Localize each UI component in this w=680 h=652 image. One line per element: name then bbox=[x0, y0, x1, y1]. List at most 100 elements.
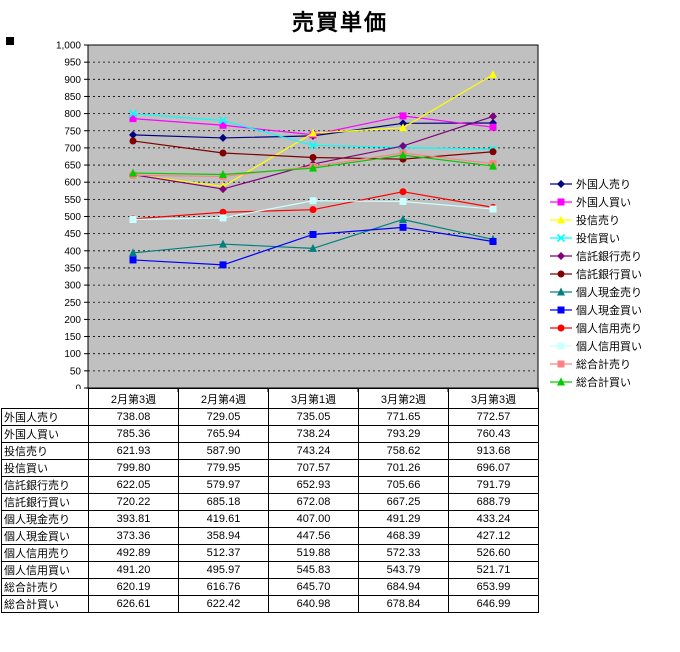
y-axis-label: 650 bbox=[64, 161, 81, 172]
diamond-marker-icon bbox=[219, 185, 227, 194]
diamond-marker-icon bbox=[557, 180, 565, 188]
legend-swatch-icon bbox=[550, 324, 572, 332]
x-marker-icon bbox=[556, 233, 566, 243]
table-cell: 771.65 bbox=[358, 408, 449, 426]
table-category-header: 2月第4週 bbox=[178, 388, 269, 409]
table-row-8: 個人信用売り 492.89 512.37 519.88 572.33 526.60 bbox=[1, 544, 539, 562]
table-row-label: 投信買い bbox=[1, 459, 89, 477]
table-cell: 701.26 bbox=[358, 459, 449, 477]
table-cell: 688.79 bbox=[448, 493, 539, 511]
table-cell: 791.79 bbox=[448, 476, 539, 494]
legend-label: 個人信用買い bbox=[576, 341, 642, 353]
table-cell: 684.94 bbox=[358, 578, 449, 596]
table-cell: 526.60 bbox=[448, 544, 539, 562]
table-category-header: 3月第2週 bbox=[358, 388, 449, 409]
y-axis-label: 600 bbox=[64, 178, 81, 189]
table-row-label: 信託銀行売り bbox=[1, 476, 89, 494]
legend-item-3: 投信買い bbox=[550, 229, 642, 247]
table-cell: 447.56 bbox=[268, 527, 359, 545]
table-row-label: 外国人売り bbox=[1, 408, 89, 426]
y-axis-label: 950 bbox=[64, 58, 81, 69]
legend-swatch-icon bbox=[550, 198, 572, 206]
table-cell: 622.05 bbox=[88, 476, 179, 494]
table-cell: 707.57 bbox=[268, 459, 359, 477]
y-axis-label: 850 bbox=[64, 92, 81, 103]
table-category-header: 2月第3週 bbox=[88, 388, 179, 409]
table-cell: 729.05 bbox=[178, 408, 269, 426]
y-axis-label: 750 bbox=[64, 126, 81, 137]
square-marker-icon bbox=[309, 197, 317, 205]
table-header-row: 2月第3週 2月第4週 3月第1週 3月第2週 3月第3週 bbox=[1, 388, 539, 409]
square-marker-icon bbox=[489, 205, 497, 213]
table-cell: 652.93 bbox=[268, 476, 359, 494]
legend-item-4: 信託銀行売り bbox=[550, 247, 642, 265]
table-cell: 427.12 bbox=[448, 527, 539, 545]
table-row-5: 信託銀行買い 720.22 685.18 672.08 667.25 688.79 bbox=[1, 493, 539, 511]
legend-swatch-icon bbox=[550, 287, 572, 296]
legend-label: 投信買い bbox=[576, 233, 620, 245]
circle-marker-icon bbox=[309, 153, 317, 161]
table-row-label: 個人信用買い bbox=[1, 561, 89, 579]
y-axis-label: 300 bbox=[64, 281, 81, 292]
legend-swatch-icon bbox=[550, 180, 572, 188]
table-cell: 521.71 bbox=[448, 561, 539, 579]
table-row-label: 個人信用売り bbox=[1, 544, 89, 562]
table-cell: 621.93 bbox=[88, 442, 179, 460]
table-cell: 738.08 bbox=[88, 408, 179, 426]
diamond-marker-icon bbox=[129, 130, 137, 139]
diamond-marker-icon bbox=[219, 133, 227, 142]
table-cell: 512.37 bbox=[178, 544, 269, 562]
table-cell: 358.94 bbox=[178, 527, 269, 545]
square-marker-icon bbox=[557, 360, 565, 368]
table-cell: 667.25 bbox=[358, 493, 449, 511]
circle-marker-icon bbox=[399, 188, 407, 196]
square-marker-icon bbox=[557, 198, 565, 206]
circle-marker-icon bbox=[129, 137, 137, 145]
table-row-label: 投信売り bbox=[1, 442, 89, 460]
chart-title: 売買単価 bbox=[291, 10, 388, 35]
legend-item-11: 総合計買い bbox=[550, 373, 642, 391]
legend-label: 外国人売り bbox=[576, 179, 631, 191]
diamond-marker-icon bbox=[489, 112, 497, 121]
table-cell: 572.33 bbox=[358, 544, 449, 562]
table-row-4: 信託銀行売り 622.05 579.97 652.93 705.66 791.79 bbox=[1, 476, 539, 494]
y-axis-label: 500 bbox=[64, 212, 81, 223]
triangle-marker-icon bbox=[557, 215, 565, 224]
triangle-marker-icon bbox=[219, 170, 227, 179]
legend-label: 総合計買い bbox=[576, 377, 631, 389]
legend-swatch-icon bbox=[550, 252, 572, 260]
table-cell: 407.00 bbox=[268, 510, 359, 528]
y-axis-label: 800 bbox=[64, 109, 81, 120]
table-row-6: 個人現金売り 393.81 419.61 407.00 491.29 433.24 bbox=[1, 510, 539, 528]
table-row-10: 総合計売り 620.19 616.76 645.70 684.94 653.99 bbox=[1, 578, 539, 596]
legend-label: 信託銀行売り bbox=[576, 251, 642, 263]
table-cell: 760.43 bbox=[448, 425, 539, 443]
table-cell: 495.97 bbox=[178, 561, 269, 579]
y-axis-label: 550 bbox=[64, 195, 81, 206]
x-marker-icon bbox=[218, 116, 228, 125]
y-axis-label: 450 bbox=[64, 229, 81, 240]
legend-item-2: 投信売り bbox=[550, 211, 642, 229]
table-cell: 678.84 bbox=[358, 595, 449, 613]
data-table: 2月第3週 2月第4週 3月第1週 3月第2週 3月第3週 外国人売り 738.08 729.… bbox=[1, 388, 539, 613]
table-row-7: 個人現金買い 373.36 358.94 447.56 468.39 427.12 bbox=[1, 527, 539, 545]
square-marker-icon bbox=[129, 115, 137, 123]
legend-item-9: 個人信用買い bbox=[550, 337, 642, 355]
triangle-marker-icon bbox=[219, 239, 227, 248]
table-cell: 587.90 bbox=[178, 442, 269, 460]
table-cell: 579.97 bbox=[178, 476, 269, 494]
selection-handle-icon bbox=[6, 37, 14, 45]
table-cell: 640.98 bbox=[268, 595, 359, 613]
legend-label: 外国人買い bbox=[576, 197, 631, 209]
legend-item-0: 外国人売り bbox=[550, 175, 642, 193]
table-row-label: 個人現金売り bbox=[1, 510, 89, 528]
table-cell: 705.66 bbox=[358, 476, 449, 494]
square-marker-icon bbox=[219, 121, 227, 129]
circle-marker-icon bbox=[219, 208, 227, 216]
legend-label: 個人現金買い bbox=[576, 305, 642, 317]
triangle-marker-icon bbox=[129, 168, 137, 177]
table-row-0: 外国人売り 738.08 729.05 735.05 771.65 772.57 bbox=[1, 408, 539, 426]
square-marker-icon bbox=[489, 123, 497, 131]
legend-swatch-icon bbox=[550, 270, 572, 278]
table-row-9: 個人信用買い 491.20 495.97 545.83 543.79 521.71 bbox=[1, 561, 539, 579]
